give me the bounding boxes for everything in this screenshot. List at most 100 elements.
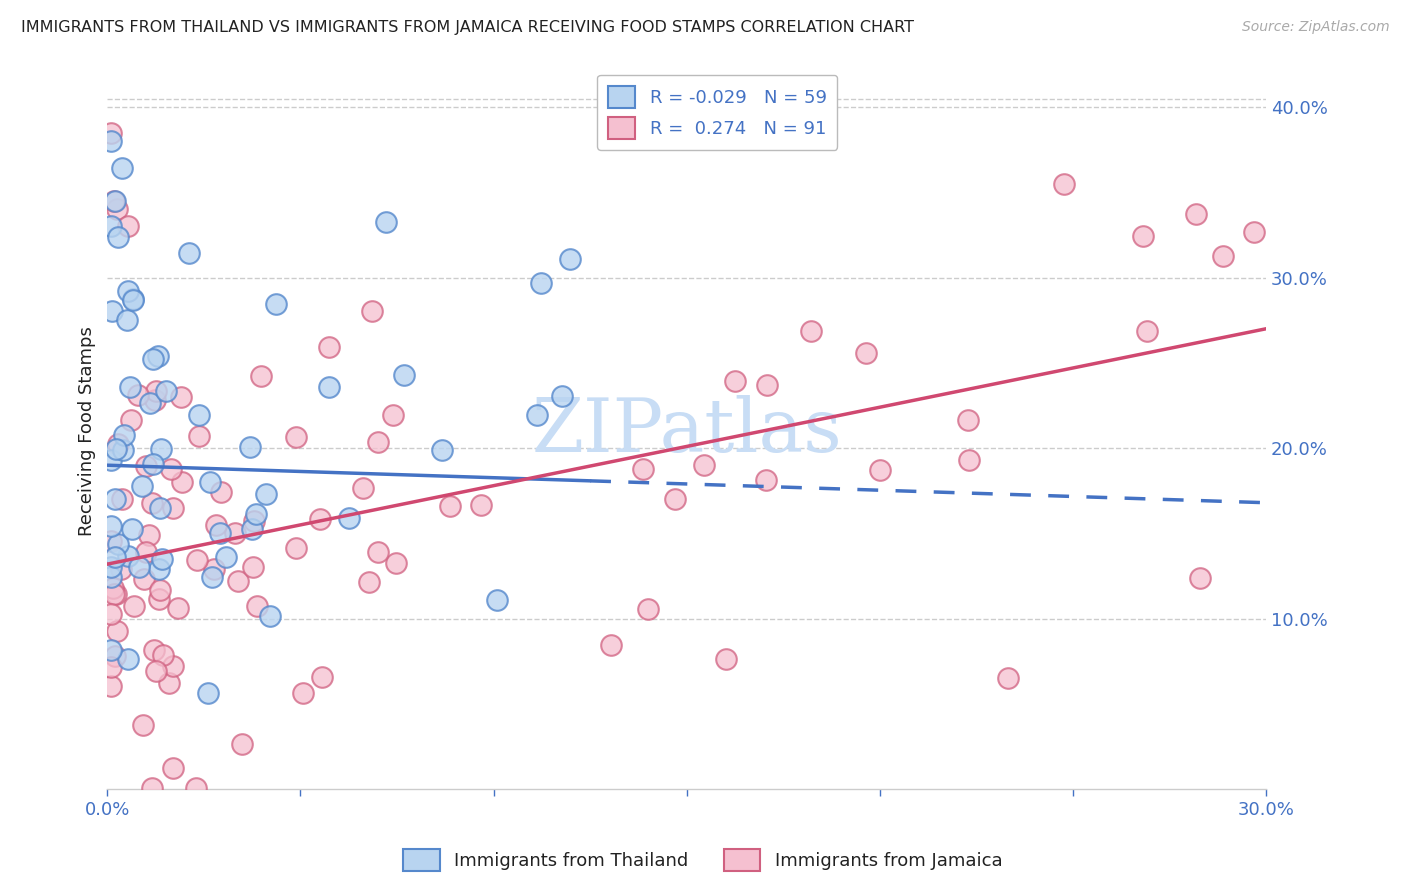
Point bbox=[311, 670, 333, 684]
Point bbox=[100, 219, 122, 234]
Point bbox=[259, 608, 281, 623]
Point bbox=[107, 437, 129, 451]
Point bbox=[250, 369, 273, 384]
Point bbox=[141, 780, 163, 795]
Point bbox=[177, 245, 200, 260]
Point bbox=[111, 161, 134, 175]
Point bbox=[100, 642, 122, 657]
Point bbox=[693, 458, 716, 473]
Point bbox=[127, 388, 149, 402]
Point bbox=[104, 194, 127, 208]
Point bbox=[117, 651, 139, 665]
Point bbox=[243, 514, 266, 528]
Point bbox=[152, 648, 174, 662]
Point bbox=[361, 303, 384, 318]
Point bbox=[167, 600, 190, 615]
Point bbox=[139, 395, 162, 409]
Point bbox=[107, 230, 129, 244]
Point bbox=[284, 541, 307, 555]
Point bbox=[1132, 229, 1154, 244]
Point bbox=[1212, 249, 1234, 263]
Point bbox=[100, 534, 122, 549]
Point bbox=[869, 463, 891, 477]
Point bbox=[120, 413, 142, 427]
Legend: R = -0.029   N = 59, R =  0.274   N = 91: R = -0.029 N = 59, R = 0.274 N = 91 bbox=[598, 75, 838, 150]
Point bbox=[135, 545, 157, 559]
Point bbox=[855, 345, 877, 359]
Point bbox=[111, 442, 134, 457]
Point bbox=[384, 556, 406, 570]
Point bbox=[157, 675, 180, 690]
Point bbox=[201, 570, 224, 584]
Point bbox=[122, 293, 145, 308]
Point bbox=[117, 549, 139, 564]
Point bbox=[117, 313, 139, 327]
Point bbox=[526, 408, 548, 422]
Point bbox=[112, 428, 135, 442]
Point bbox=[209, 526, 232, 541]
Point bbox=[104, 492, 127, 507]
Point bbox=[800, 324, 823, 338]
Point bbox=[141, 496, 163, 510]
Point bbox=[131, 478, 153, 492]
Point bbox=[149, 501, 172, 516]
Point bbox=[1136, 324, 1159, 338]
Point bbox=[209, 484, 232, 499]
Point bbox=[291, 686, 314, 700]
Text: Source: ZipAtlas.com: Source: ZipAtlas.com bbox=[1241, 20, 1389, 34]
Point bbox=[530, 276, 553, 290]
Point bbox=[110, 562, 132, 576]
Point bbox=[1053, 177, 1076, 191]
Point bbox=[246, 599, 269, 614]
Point bbox=[188, 428, 211, 442]
Point bbox=[997, 672, 1019, 686]
Point bbox=[1188, 572, 1211, 586]
Point bbox=[122, 599, 145, 613]
Point bbox=[1185, 207, 1208, 221]
Point bbox=[148, 349, 170, 363]
Point bbox=[100, 126, 122, 140]
Point bbox=[117, 285, 139, 299]
Point bbox=[353, 481, 375, 495]
Legend: Immigrants from Thailand, Immigrants from Jamaica: Immigrants from Thailand, Immigrants fro… bbox=[396, 842, 1010, 879]
Point bbox=[382, 408, 405, 422]
Point bbox=[121, 523, 143, 537]
Point bbox=[214, 549, 236, 564]
Y-axis label: Receiving Food Stamps: Receiving Food Stamps bbox=[79, 326, 96, 536]
Point bbox=[470, 499, 492, 513]
Point bbox=[374, 215, 396, 229]
Point bbox=[224, 525, 246, 540]
Point bbox=[103, 194, 125, 208]
Point bbox=[284, 430, 307, 444]
Point bbox=[186, 553, 208, 567]
Point bbox=[242, 560, 264, 574]
Point bbox=[100, 134, 122, 148]
Point bbox=[155, 384, 177, 398]
Point bbox=[105, 624, 128, 638]
Point bbox=[100, 518, 122, 533]
Point bbox=[392, 368, 415, 383]
Point bbox=[756, 377, 779, 392]
Point bbox=[138, 528, 160, 542]
Point bbox=[149, 583, 172, 598]
Point bbox=[439, 499, 461, 513]
Point bbox=[309, 512, 332, 526]
Point bbox=[143, 392, 166, 407]
Point bbox=[145, 665, 167, 679]
Point bbox=[231, 737, 253, 751]
Point bbox=[143, 643, 166, 657]
Point bbox=[245, 507, 267, 521]
Point bbox=[107, 537, 129, 551]
Point bbox=[101, 304, 124, 318]
Point bbox=[197, 686, 219, 700]
Point bbox=[105, 202, 128, 217]
Point bbox=[142, 457, 165, 471]
Point bbox=[337, 511, 360, 525]
Point bbox=[170, 391, 193, 405]
Point bbox=[100, 679, 122, 693]
Point bbox=[162, 658, 184, 673]
Point bbox=[254, 487, 277, 501]
Point bbox=[714, 652, 737, 666]
Point bbox=[104, 442, 127, 457]
Point bbox=[135, 458, 157, 473]
